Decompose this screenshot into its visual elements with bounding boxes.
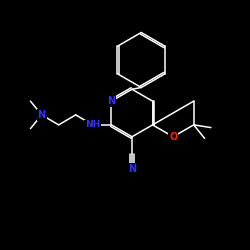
Text: O: O (169, 132, 177, 142)
Text: N: N (128, 164, 136, 174)
Text: NH: NH (85, 120, 100, 130)
Text: N: N (38, 110, 46, 120)
Text: N: N (107, 96, 116, 106)
